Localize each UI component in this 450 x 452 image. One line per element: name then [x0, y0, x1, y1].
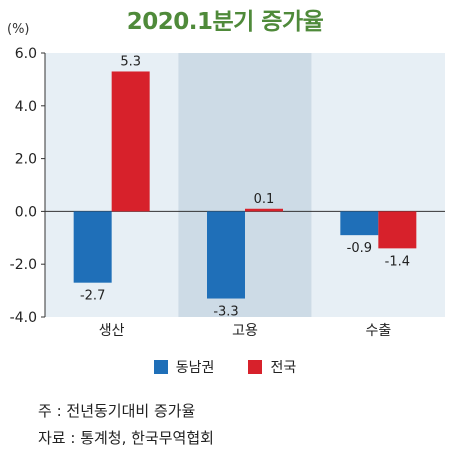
y-tick-label-0: 6.0 — [15, 46, 37, 62]
category-band-2 — [311, 53, 445, 317]
y-tick-label-2: 2.0 — [15, 152, 37, 168]
bar-2-series-0 — [340, 211, 379, 236]
category-label-2: 수출 — [365, 323, 391, 339]
legend-label-series-1: 전국 — [270, 360, 297, 376]
note-source: 자료 : 통계청, 한국무역협회 — [38, 429, 214, 447]
legend-item-series-1: 전국 — [248, 357, 296, 377]
chart-title: 2020.1분기 증가율 — [126, 9, 324, 35]
bar-0-series-1 — [111, 71, 150, 212]
y-tick-label-3: 0.0 — [15, 204, 37, 220]
legend: 동남권 전국 — [0, 357, 450, 377]
data-label-1-series-0: -3.3 — [213, 305, 238, 320]
bar-1-series-1 — [245, 208, 283, 212]
y-tick-label-4: -2.0 — [10, 257, 37, 273]
bar-2-series-1 — [378, 211, 417, 249]
note-basis: 주 : 전년동기대비 증가율 — [38, 402, 196, 420]
legend-swatch-series-0 — [153, 360, 168, 374]
legend-swatch-series-1 — [248, 360, 263, 374]
chart-notes: 주 : 전년동기대비 증가율 자료 : 통계청, 한국무역협회 — [38, 398, 214, 452]
bar-chart: 6.0 4.0 2.0 0.0 -2.0 -4.0 -2.7 5.3 생산 -3.3 0.1 고용 -… — [10, 46, 445, 339]
bar-0-series-0 — [73, 211, 112, 283]
category-label-1: 고용 — [232, 323, 258, 339]
y-tick-label-1: 4.0 — [15, 99, 37, 115]
data-label-0-series-0: -2.7 — [80, 289, 105, 304]
legend-item-series-0: 동남권 — [153, 357, 215, 377]
data-label-2-series-0: -0.9 — [347, 241, 372, 256]
legend-label-series-0: 동남권 — [175, 360, 215, 376]
data-label-0-series-1: 5.3 — [120, 54, 141, 69]
category-label-0: 생산 — [99, 323, 125, 339]
y-axis-unit: (%) — [7, 22, 30, 37]
data-label-2-series-1: -1.4 — [385, 254, 410, 269]
bar-1-series-0 — [207, 211, 245, 299]
data-label-1-series-1: 0.1 — [254, 192, 275, 207]
y-tick-label-5: -4.0 — [10, 310, 37, 326]
